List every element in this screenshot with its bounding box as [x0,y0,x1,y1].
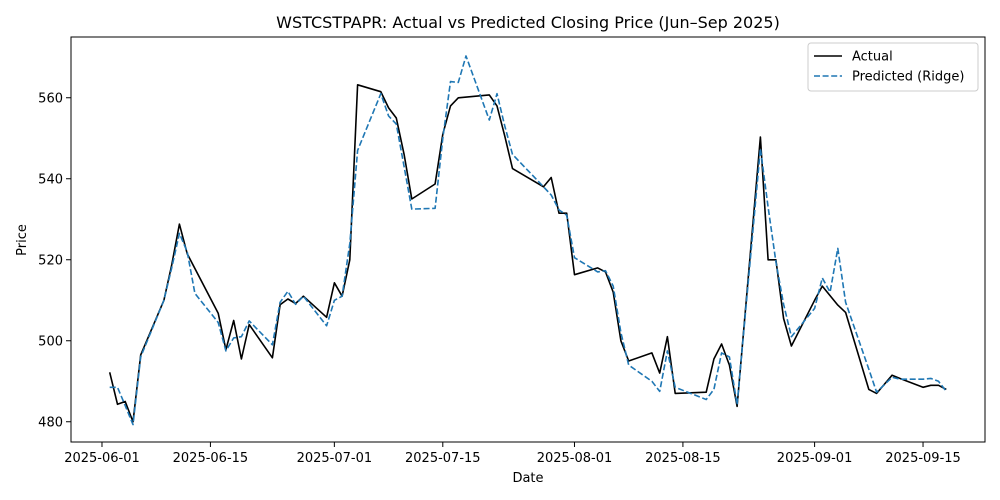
legend: Actual Predicted (Ridge) [807,42,979,92]
y-tick-label: 560 [38,91,63,106]
y-tick-label: 480 [38,415,63,430]
y-tick-label: 540 [38,172,63,187]
x-tick-label: 2025-07-01 [297,451,373,466]
x-tick-label: 2025-09-01 [777,451,853,466]
legend-label-actual: Actual [852,50,893,65]
y-tick-label: 520 [38,253,63,268]
x-axis-title: Date [512,471,543,486]
x-tick-label: 2025-07-15 [405,451,481,466]
series-line-predicted [109,55,947,426]
x-tick-label: 2025-06-01 [64,451,140,466]
series-line-actual [108,84,947,423]
y-axis-title: Price [15,224,30,256]
x-tick-label: 2025-09-15 [885,451,961,466]
legend-box [807,42,979,92]
x-tick-label: 2025-08-01 [537,451,613,466]
plot-frame [70,36,986,443]
chart-title: WSTCSTPAPR: Actual vs Predicted Closing … [276,13,780,32]
y-axis: 480 500 520 540 560 [38,91,71,430]
legend-label-predicted: Predicted (Ridge) [852,70,964,85]
x-tick-label: 2025-08-15 [645,451,721,466]
x-tick-label: 2025-06-15 [173,451,249,466]
x-axis: 2025-06-01 2025-06-15 2025-07-01 2025-07-15… [64,442,961,466]
y-tick-label: 500 [38,334,63,349]
